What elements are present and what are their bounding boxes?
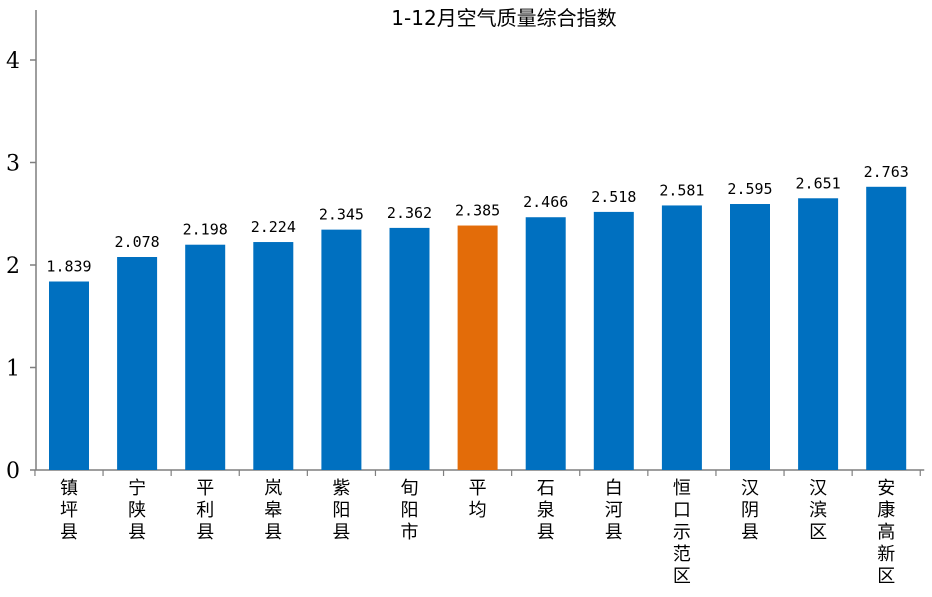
- bar: [798, 198, 839, 470]
- category-label: 宁陕县: [128, 478, 146, 543]
- category-label: 安康高新区: [877, 478, 895, 587]
- data-label: 2.466: [523, 193, 568, 211]
- bar: [321, 229, 362, 470]
- data-label: 2.362: [387, 204, 432, 222]
- data-label: 2.651: [796, 174, 841, 192]
- data-label: 2.345: [319, 206, 364, 224]
- category-label: 恒口示范区: [673, 478, 691, 587]
- bar: [389, 227, 430, 470]
- data-label: 2.198: [183, 221, 228, 239]
- category-label: 白河县: [605, 478, 623, 543]
- category-label: 紫阳县: [332, 478, 350, 543]
- chart-title: 1-12月空气质量综合指数: [391, 6, 616, 30]
- category-label: 岚皋县: [264, 478, 282, 543]
- y-tick-label: 2: [6, 254, 20, 279]
- bar: [117, 257, 158, 470]
- bar: [593, 211, 634, 470]
- bar: [661, 205, 702, 470]
- y-tick-label: 1: [6, 357, 20, 382]
- category-label: 镇坪县: [60, 478, 78, 543]
- axes: 0 1 2 3 4: [6, 10, 925, 484]
- data-label: 2.581: [659, 181, 704, 199]
- data-label: 2.224: [251, 218, 296, 236]
- bar: [457, 225, 498, 470]
- bar: [49, 281, 89, 470]
- bar: [866, 186, 907, 471]
- data-labels: 1.839 2.078 2.198 2.224 2.345 2.362 2.385 2.466…: [46, 163, 908, 276]
- data-label: 2.763: [864, 163, 909, 181]
- y-tick-label: 4: [6, 49, 20, 74]
- category-label: 旬阳市: [401, 478, 419, 543]
- y-tick-label: 0: [6, 459, 20, 484]
- bar: [730, 204, 770, 470]
- bar: [253, 242, 294, 470]
- category-label: 石泉县: [537, 478, 555, 543]
- data-label: 2.518: [591, 188, 636, 206]
- category-labels: 镇坪县 宁陕县 平利县 岚皋县 紫阳县 旬阳市 平均 石泉县 白河县 恒口示范区 汉阴县 汉滨区 安康高…: [60, 478, 895, 587]
- y-tick-label: 3: [6, 152, 20, 177]
- category-label: 汉滨区: [809, 478, 827, 543]
- category-label: 平利县: [196, 478, 214, 543]
- data-label: 1.839: [46, 258, 91, 276]
- bars: [49, 186, 907, 471]
- category-label: 平均: [469, 478, 487, 521]
- bar: [525, 217, 566, 470]
- data-label: 2.595: [727, 180, 772, 198]
- bar: [185, 244, 226, 470]
- data-label: 2.385: [455, 202, 500, 220]
- category-label: 汉阴县: [741, 478, 759, 543]
- data-label: 2.078: [115, 233, 160, 251]
